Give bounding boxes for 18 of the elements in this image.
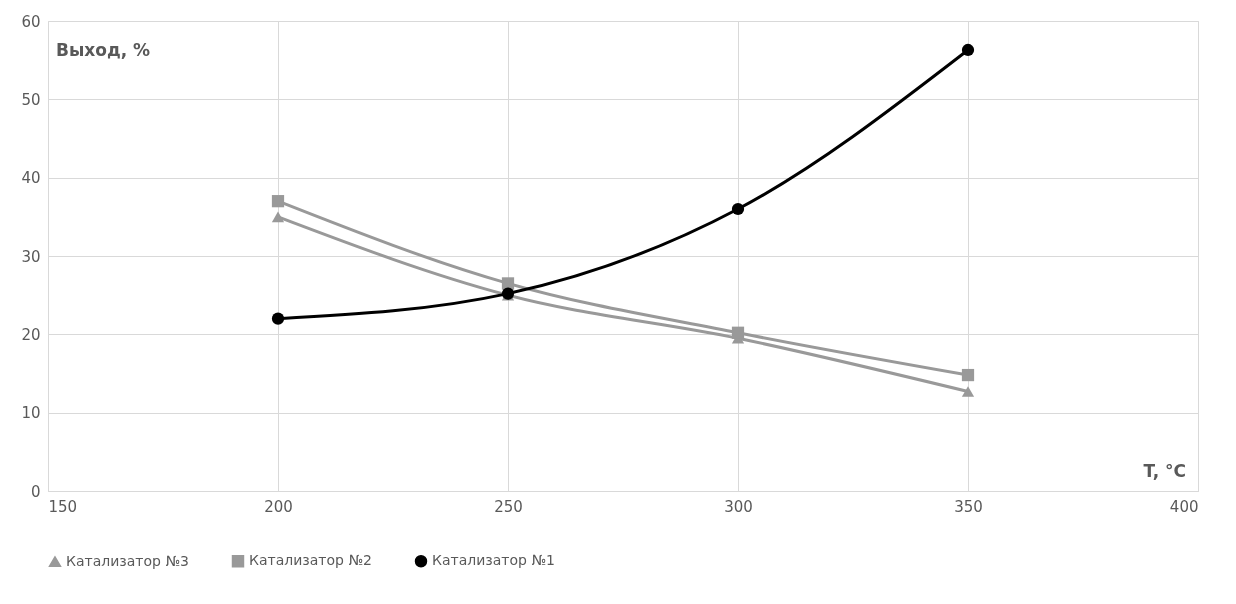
legend-label: Катализатор №3 [66,552,189,569]
y-axis-title: Выход, % [56,40,151,60]
y-tick-label: 50 [21,90,41,109]
x-tick-label: 400 [1169,497,1199,516]
x-tick-label: 250 [494,497,523,516]
x-tick-label: 300 [724,497,753,516]
y-tick-label: 0 [30,482,41,501]
x-axis-title: T, °C [1143,461,1186,481]
y-tick-label: 10 [21,404,41,423]
y-tick-label: 30 [21,247,41,266]
legend-label: Катализатор №1 [432,552,555,569]
x-tick-label: 200 [264,497,293,516]
y-tick-label: 40 [21,169,41,188]
legend-label: Катализатор №2 [249,552,372,569]
y-tick-label: 60 [21,12,41,31]
x-tick-label: 350 [954,497,983,516]
y-tick-label: 20 [21,325,41,344]
x-tick-label: 150 [48,497,78,516]
